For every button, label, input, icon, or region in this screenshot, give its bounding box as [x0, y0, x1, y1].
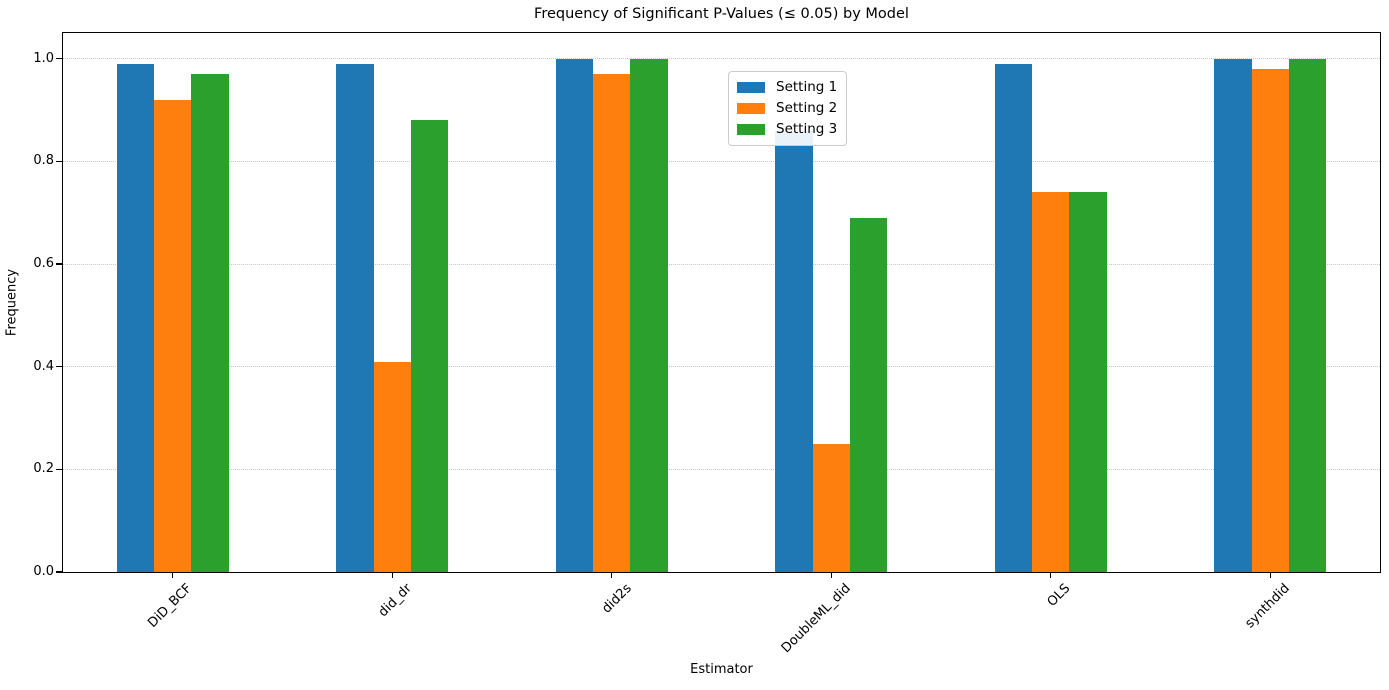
x-tick-mark [611, 573, 613, 578]
bar-setting-3-did2s [630, 58, 668, 572]
legend-item-setting-3: Setting 3 [737, 119, 837, 140]
bar-setting-2-synthdid [1251, 68, 1289, 572]
x-tick-label-did-dr: did_dr [375, 581, 415, 621]
bar-setting-2-doubleml-did [812, 443, 850, 572]
x-tick-mark [1269, 573, 1271, 578]
legend-item-setting-1: Setting 1 [737, 77, 837, 98]
y-tick-label-0.6: 0.6 [33, 256, 54, 271]
bar-setting-3-did-bcf [191, 74, 229, 572]
bar-setting-2-did2s [593, 74, 631, 572]
x-tick-label-did2s: did2s [598, 581, 635, 617]
gridline-0.8 [63, 160, 1380, 162]
gridline-0.6 [63, 263, 1380, 265]
gridline-0.2 [63, 468, 1380, 470]
gridline-0.4 [63, 366, 1380, 368]
legend-label: Setting 3 [776, 121, 838, 137]
chart-title: Frequency of Significant P-Values (≤ 0.0… [534, 6, 909, 22]
bar-setting-2-did-dr [373, 361, 411, 572]
y-tick-label-0.2: 0.2 [33, 461, 54, 477]
bar-setting-1-did2s [555, 58, 594, 572]
x-tick-mark [172, 573, 174, 578]
bar-setting-1-did-bcf [116, 63, 155, 572]
x-tick-label-ols: OLS [1044, 581, 1074, 610]
bar-setting-1-doubleml-did [775, 130, 813, 572]
y-tick-mark [56, 160, 62, 162]
bar-setting-3-doubleml-did [849, 217, 888, 572]
bar-setting-1-did-dr [336, 63, 374, 572]
legend-label: Setting 2 [776, 100, 838, 116]
plot-area: Setting 1 Setting 2 Setting 3 [62, 32, 1381, 573]
legend-swatch-setting-1-icon [737, 82, 765, 93]
legend: Setting 1 Setting 2 Setting 3 [728, 71, 848, 146]
legend-label: Setting 1 [776, 79, 838, 95]
gridline-1.0 [63, 58, 1380, 60]
y-tick-mark [56, 58, 62, 60]
x-tick-label-did-bcf: DiD_BCF [145, 581, 196, 631]
x-axis-label: Estimator [690, 662, 753, 677]
bar-setting-3-did-dr [410, 120, 449, 572]
y-tick-label-0.0: 0.0 [33, 564, 54, 579]
legend-item-setting-2: Setting 2 [737, 98, 837, 119]
y-tick-mark [56, 263, 62, 265]
x-tick-mark [830, 573, 832, 578]
y-tick-label-1.0: 1.0 [33, 50, 54, 66]
y-tick-mark [56, 571, 62, 573]
bar-setting-3-synthdid [1288, 58, 1327, 572]
legend-swatch-setting-3-icon [737, 124, 765, 135]
x-tick-mark [1050, 573, 1052, 578]
x-tick-mark [391, 573, 393, 578]
y-tick-mark [56, 366, 62, 368]
y-tick-label-0.8: 0.8 [33, 153, 54, 169]
y-tick-mark [56, 468, 62, 470]
x-tick-label-doubleml-did: DoubleML_did [778, 581, 854, 657]
legend-swatch-setting-2-icon [737, 103, 765, 114]
bar-setting-1-ols [994, 63, 1033, 572]
x-tick-label-synthdid: synthdid [1242, 581, 1293, 632]
bar-setting-2-ols [1032, 192, 1070, 572]
y-tick-label-0.4: 0.4 [33, 358, 54, 374]
bar-setting-2-did-bcf [154, 99, 192, 572]
bar-setting-3-ols [1069, 192, 1107, 572]
y-axis-label: Frequency [4, 268, 20, 337]
bar-setting-1-synthdid [1214, 58, 1252, 572]
